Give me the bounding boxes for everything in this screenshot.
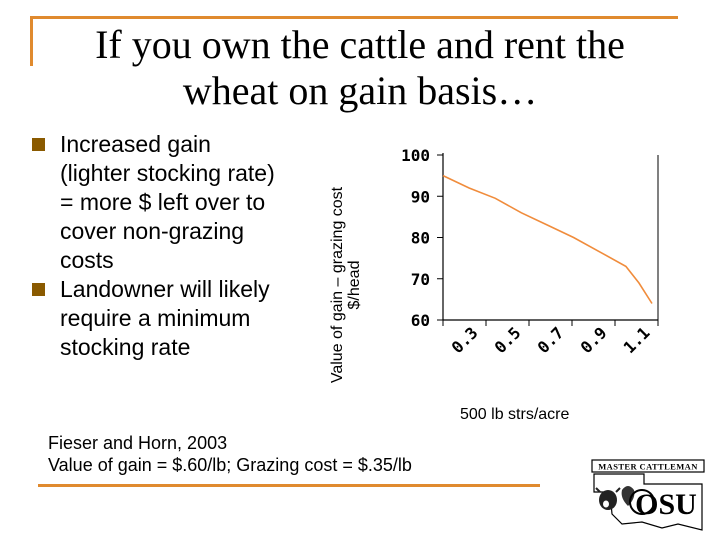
bullet-line: Landowner will likely <box>60 276 270 302</box>
y-tick-label: 90 <box>411 187 430 206</box>
x-tick-label: 1.1 <box>620 323 654 357</box>
y-tick-label: 60 <box>411 311 430 330</box>
bullet-line: = more $ left over to <box>60 189 266 215</box>
chart-y-axis-label-line-1: Value of gain – grazing cost <box>329 186 346 384</box>
footer-divider <box>38 484 540 487</box>
bullet-square-icon <box>32 283 45 296</box>
x-tick-label: 0.5 <box>491 323 525 357</box>
bullet-line: (lighter stocking rate) <box>60 160 275 186</box>
bullet-line: cover non-grazing <box>60 218 245 244</box>
y-tick-label: 70 <box>411 270 430 289</box>
citation-source: Fieser and Horn, 2003 <box>48 433 228 453</box>
bullet-item: Increased gain (lighter stocking rate) =… <box>30 130 330 275</box>
bullet-line: Increased gain <box>60 131 211 157</box>
slide-title-line-2: wheat on gain basis… <box>182 68 538 113</box>
slide-title-line-1: If you own the cattle and rent the <box>95 22 625 67</box>
bullet-list: Increased gain (lighter stocking rate) =… <box>30 130 330 362</box>
bullet-line: stocking rate <box>60 334 191 360</box>
title-frame-left <box>30 16 33 66</box>
logo-banner <box>591 459 705 473</box>
bullet-item: Landowner will likely require a minimum … <box>30 275 330 362</box>
cow-icon <box>595 487 621 510</box>
bullet-square-icon <box>32 138 45 151</box>
x-tick-label: 0.3 <box>448 323 482 357</box>
title-frame-top <box>30 16 678 19</box>
x-tick-label: 0.9 <box>577 323 611 357</box>
logo-mark-text: OSU <box>635 488 697 521</box>
logo-banner-text: MASTER CATTLEMAN <box>598 462 698 472</box>
y-tick-label: 100 <box>401 146 430 165</box>
y-tick-label: 80 <box>411 229 430 248</box>
chart-y-axis-label: Value of gain – grazing cost $/head <box>329 187 363 383</box>
chart-y-axis-label-line-2: $/head <box>346 260 363 310</box>
citation-assumptions: Value of gain = $.60/lb; Grazing cost = … <box>48 455 412 475</box>
bullet-line: require a minimum <box>60 305 251 331</box>
osu-ring-icon <box>629 489 655 515</box>
citation: Fieser and Horn, 2003 Value of gain = $.… <box>48 432 412 476</box>
x-tick-label: 0.7 <box>534 323 568 357</box>
slide-title: If you own the cattle and rent the wheat… <box>40 22 680 114</box>
bull-head-icon <box>621 486 635 506</box>
bullet-line: costs <box>60 247 114 273</box>
chart-x-axis-label: 500 lb strs/acre <box>460 406 570 423</box>
line-chart: 100 90 80 70 60 0.3 0.5 0.7 0.9 1.1 <box>401 146 659 357</box>
master-cattleman-osu-logo: MASTER CATTLEMAN OSU <box>591 459 705 531</box>
series-line <box>442 174 653 304</box>
